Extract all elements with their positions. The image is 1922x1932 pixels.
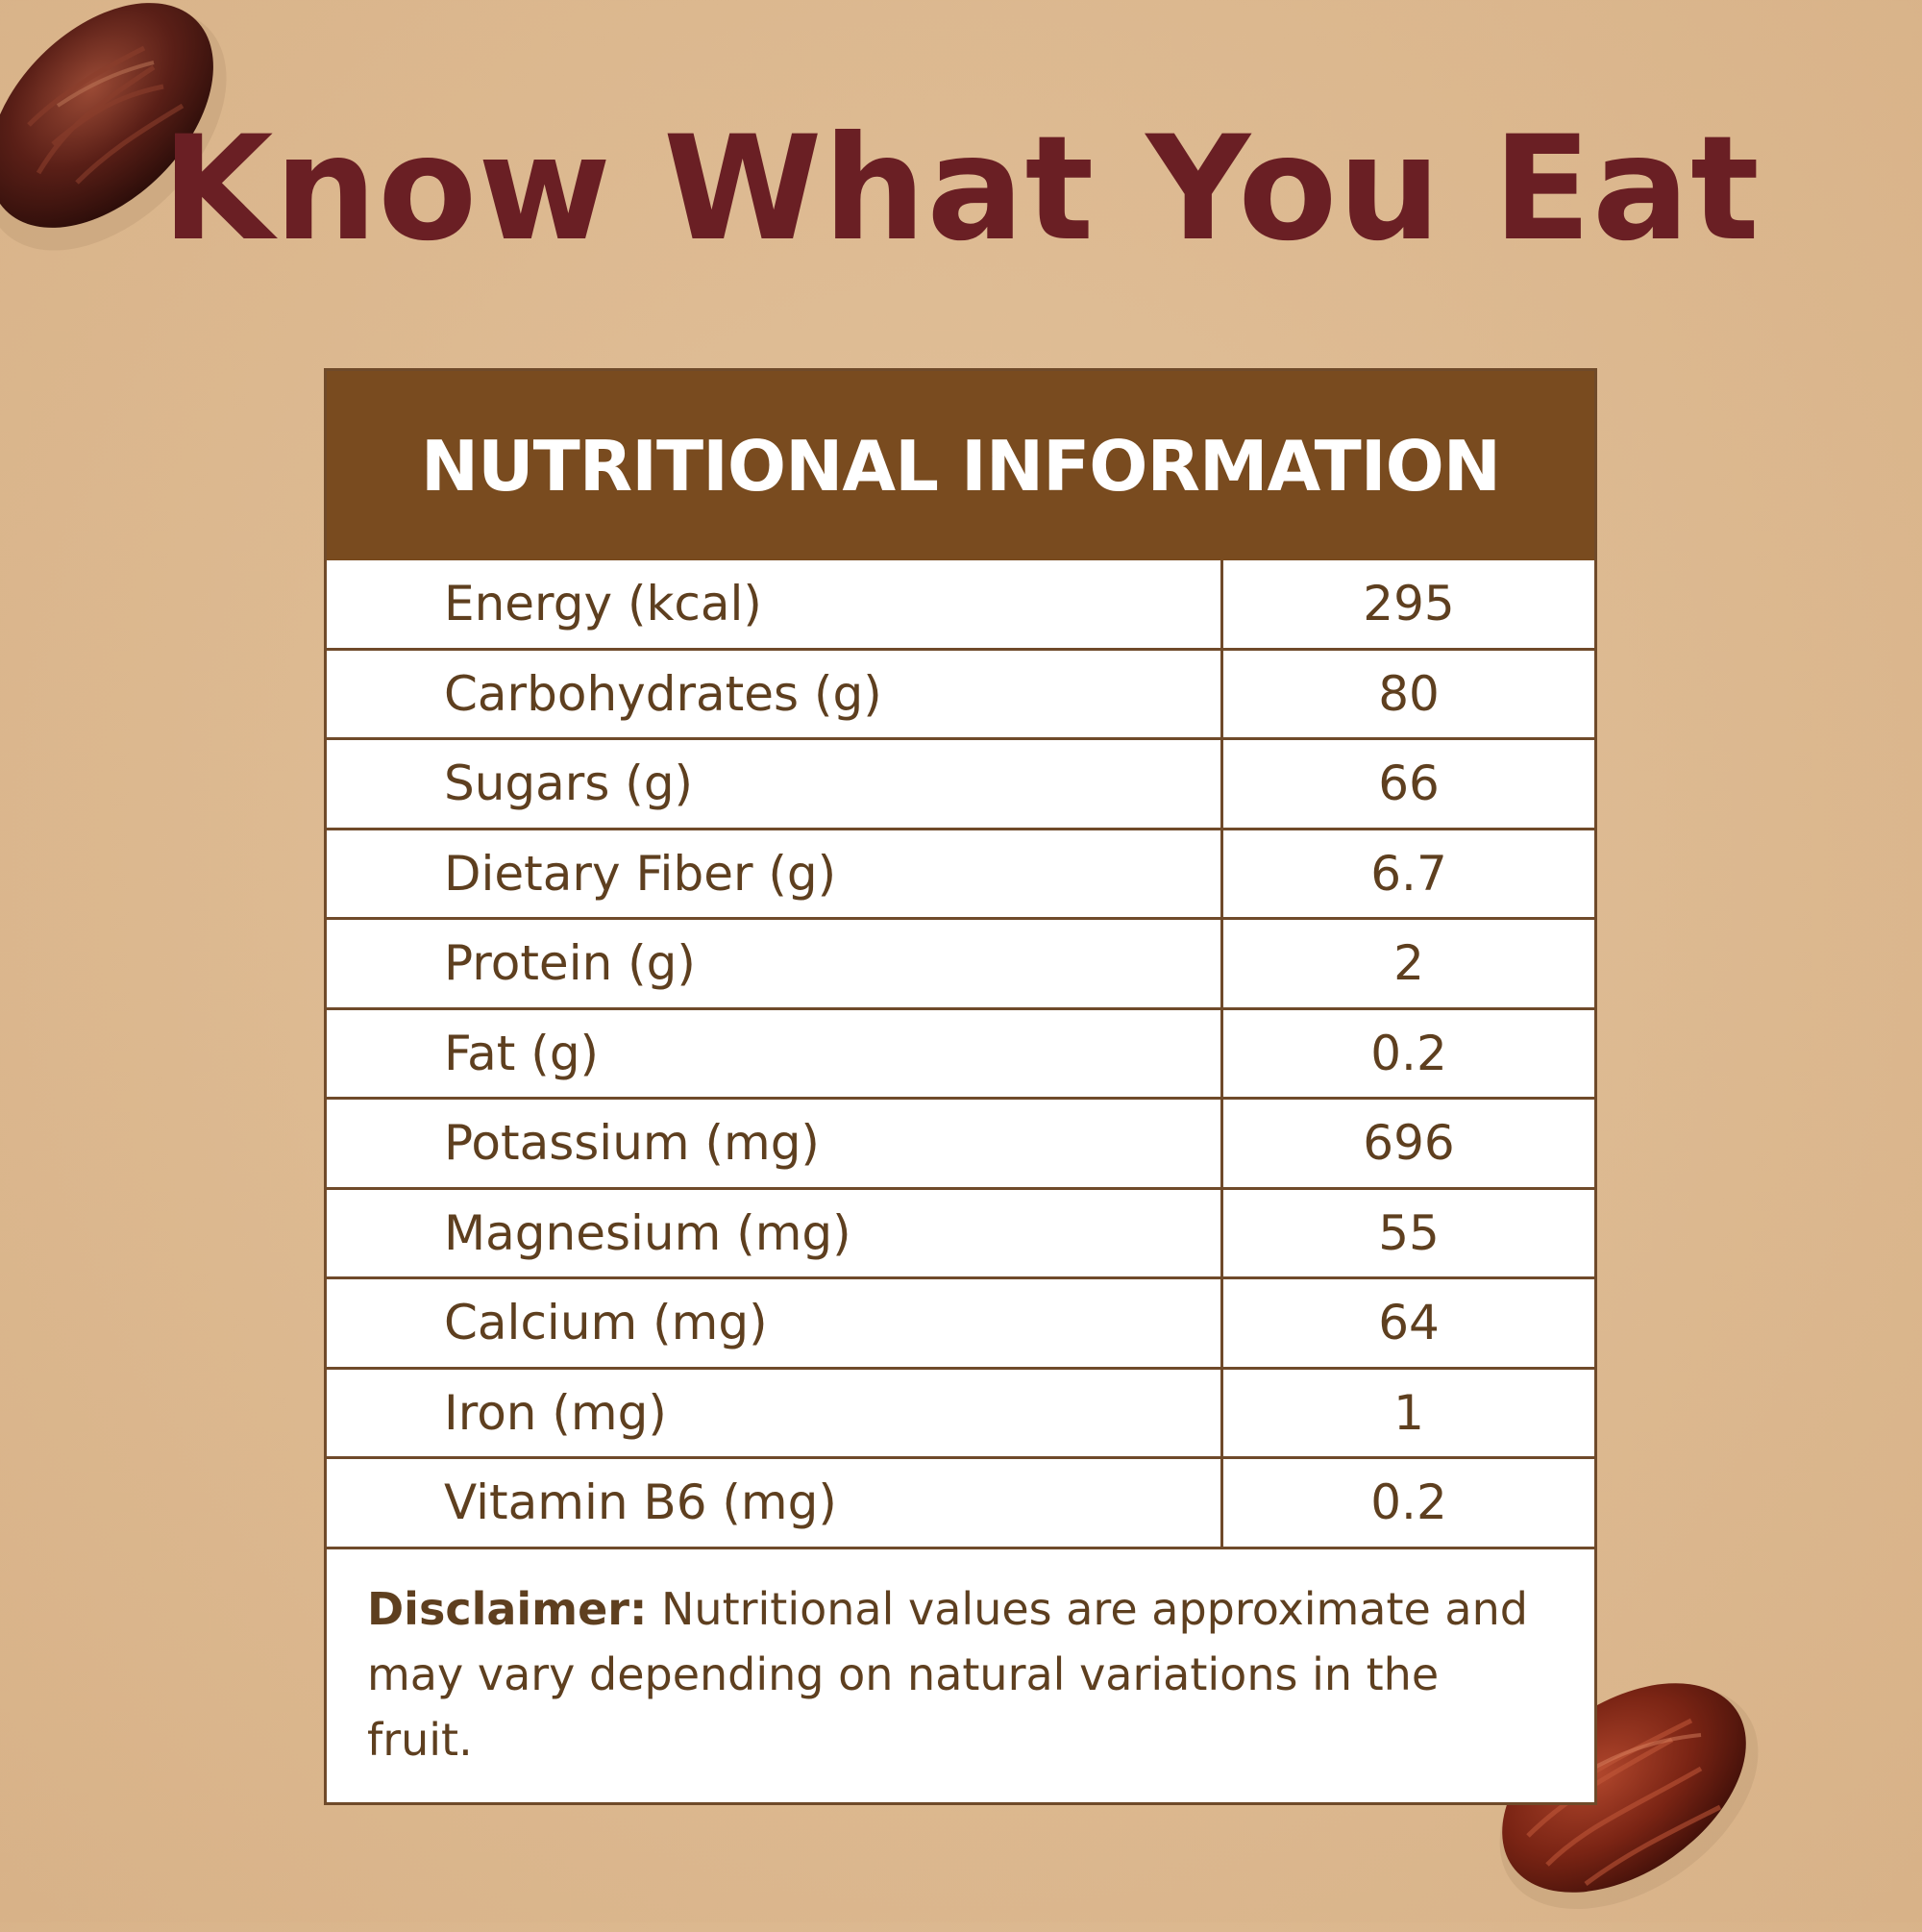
nutrient-name: Protein (g) <box>327 920 1223 1007</box>
nutrient-value: 64 <box>1378 1295 1440 1351</box>
nutrient-value: 0.2 <box>1370 1474 1447 1531</box>
nutrient-name: Dietary Fiber (g) <box>327 830 1223 917</box>
nutrient-name: Fat (g) <box>327 1009 1223 1097</box>
headline: Know What You Eat <box>161 106 1761 273</box>
nutrient-value: 66 <box>1378 755 1440 812</box>
nutrient-name: Energy (kcal) <box>327 560 1223 648</box>
nutrition-table: Energy (kcal) 295 Carbohydrates (g) 80 S… <box>327 560 1594 1549</box>
card-title: NUTRITIONAL INFORMATION <box>327 371 1594 560</box>
nutrient-value: 0.2 <box>1370 1025 1447 1081</box>
nutrient-value: 295 <box>1363 576 1455 632</box>
table-row: Protein (g) 2 <box>327 920 1594 1010</box>
nutrient-name: Calcium (mg) <box>327 1279 1223 1367</box>
disclaimer-label: Disclaimer: <box>367 1582 648 1635</box>
nutrient-name: Vitamin B6 (mg) <box>327 1459 1223 1547</box>
nutrient-name: Iron (mg) <box>327 1369 1223 1456</box>
nutrient-value: 6.7 <box>1370 845 1447 902</box>
table-row: Dietary Fiber (g) 6.7 <box>327 830 1594 920</box>
nutrient-value: 80 <box>1378 665 1440 722</box>
table-row: Sugars (g) 66 <box>327 740 1594 830</box>
nutrient-name: Sugars (g) <box>327 740 1223 828</box>
date-fruit-image <box>0 3 227 251</box>
table-row: Energy (kcal) 295 <box>327 560 1594 651</box>
disclaimer-text: Nutritional values are approximate and m… <box>367 1582 1528 1766</box>
table-row: Fat (g) 0.2 <box>327 1009 1594 1100</box>
table-row: Carbohydrates (g) 80 <box>327 650 1594 740</box>
nutrient-value: 1 <box>1393 1384 1424 1441</box>
nutrient-value: 55 <box>1378 1204 1440 1261</box>
nutrient-value: 696 <box>1363 1115 1455 1172</box>
nutrition-card: NUTRITIONAL INFORMATION Energy (kcal) 29… <box>324 368 1597 1805</box>
table-row: Calcium (mg) 64 <box>327 1279 1594 1370</box>
table-row: Magnesium (mg) 55 <box>327 1189 1594 1279</box>
nutrient-name: Carbohydrates (g) <box>327 650 1223 737</box>
nutrient-name: Magnesium (mg) <box>327 1189 1223 1276</box>
nutrient-name: Potassium (mg) <box>327 1100 1223 1187</box>
disclaimer: Disclaimer: Nutritional values are appro… <box>327 1549 1594 1772</box>
table-row: Iron (mg) 1 <box>327 1369 1594 1459</box>
table-row: Vitamin B6 (mg) 0.2 <box>327 1459 1594 1549</box>
table-row: Potassium (mg) 696 <box>327 1100 1594 1190</box>
nutrient-value: 2 <box>1393 935 1424 992</box>
